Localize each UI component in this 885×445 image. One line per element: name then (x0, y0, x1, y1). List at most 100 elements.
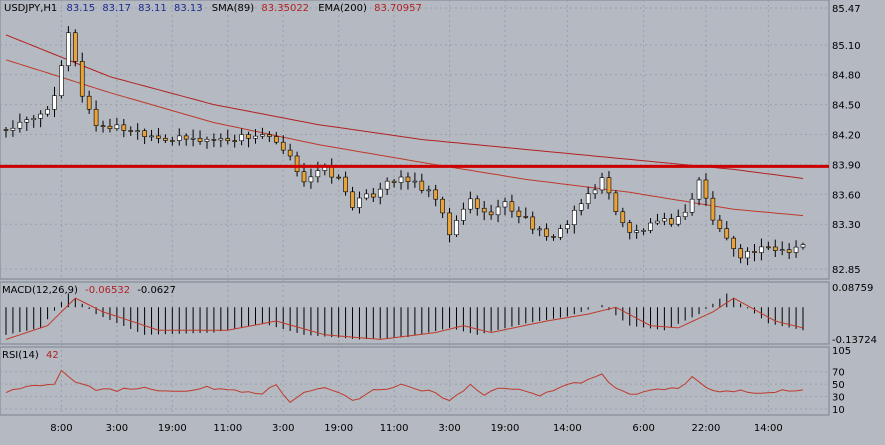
candle-body (156, 135, 161, 139)
candle-body (31, 118, 37, 120)
sma-line (5, 59, 804, 217)
candle-body (419, 180, 425, 191)
symbol-label: USDJPY,H1 (4, 3, 57, 14)
candle-body (273, 136, 279, 143)
candle-body (163, 137, 168, 141)
candle-body (696, 179, 702, 200)
candle-body (578, 203, 584, 211)
ema-value: 83.70957 (374, 3, 422, 14)
low-value: 83.11 (138, 3, 167, 14)
candle-body (759, 246, 764, 253)
candle-body (655, 220, 660, 224)
grid-lines (0, 0, 829, 415)
candle-body (308, 176, 314, 183)
candle-body (710, 197, 716, 221)
candle-body (170, 140, 175, 142)
candle-body (183, 135, 189, 140)
candle-body (468, 198, 473, 210)
price-tick-label: 83.60 (832, 190, 861, 201)
candle-body (779, 249, 785, 251)
candle-body (176, 135, 182, 141)
rsi-tick-label: 50 (832, 380, 845, 391)
candle-body (24, 119, 30, 123)
sma-label: SMA(89) (212, 3, 254, 14)
candle-body (786, 249, 792, 253)
rsi-label: RSI(14) (2, 350, 39, 361)
macd-header: MACD(12,26,9) -0.06532 -0.0627 (2, 285, 176, 296)
candle-body (745, 251, 750, 259)
x-tick-label: 14:00 (754, 423, 783, 434)
candle-body (246, 134, 251, 139)
candle-body (135, 130, 140, 132)
candle-body (571, 210, 577, 225)
candle-body (405, 176, 411, 182)
candle-body (558, 228, 563, 238)
macd-main-value: -0.06532 (85, 285, 130, 296)
axis-labels: 8:00 3:00 19:00 11:00 3:00 19:00 11:00 3:00 19:0… (50, 4, 877, 434)
close-value: 83.13 (174, 3, 203, 14)
candle-body (343, 176, 348, 193)
candle-body (530, 216, 536, 230)
candle-body (495, 206, 501, 216)
candle-body (675, 216, 681, 225)
x-tick-label: 3:00 (438, 423, 460, 434)
candle-body (121, 124, 127, 131)
macd-tick-label: 0.08759 (832, 283, 873, 294)
high-value: 83.17 (102, 3, 131, 14)
candle-body (204, 139, 210, 142)
price-tick-label: 85.47 (832, 4, 861, 15)
candle-body (641, 230, 646, 232)
x-tick-label: 19:00 (491, 423, 520, 434)
candle-body (613, 192, 619, 212)
candle-body (52, 95, 57, 110)
candle-body (10, 127, 16, 131)
candle-body (682, 211, 688, 217)
price-series (0, 26, 829, 266)
candle-body (17, 121, 23, 129)
candle-body (772, 246, 778, 251)
candle-body (86, 95, 92, 110)
candle-body (724, 228, 730, 239)
candle-body (364, 193, 369, 199)
ema-line (5, 34, 804, 179)
candle-body (114, 124, 120, 129)
candle-body (267, 134, 272, 137)
candle-body (766, 246, 771, 249)
candle-body (509, 201, 515, 212)
candle-body (38, 113, 43, 119)
candle-body (357, 197, 362, 208)
candle-body (391, 180, 397, 183)
x-tick-label: 19:00 (158, 423, 187, 434)
candle-body (190, 137, 196, 140)
candle-body (447, 212, 452, 236)
candle-body (738, 248, 743, 259)
open-value: 83.15 (66, 3, 95, 14)
candle-body (107, 125, 113, 129)
x-tick-label: 22:00 (692, 423, 721, 434)
rsi-pane (0, 346, 830, 416)
price-pane (0, 0, 830, 280)
price-tick-label: 82.85 (832, 265, 861, 276)
price-tick-label: 84.80 (832, 71, 861, 82)
candle-body (565, 224, 570, 229)
candle-body (66, 32, 71, 67)
candle-body (100, 125, 106, 127)
candle-body (350, 191, 355, 208)
candle-body (59, 65, 64, 96)
candle-body (398, 176, 404, 183)
macd-series (5, 293, 804, 340)
candle-body (620, 211, 626, 223)
candle-body (232, 140, 238, 142)
candle-body (287, 149, 293, 157)
candle-body (662, 218, 667, 222)
x-tick-label: 11:00 (213, 423, 242, 434)
price-tick-label: 85.10 (832, 41, 861, 52)
candle-body (551, 236, 556, 238)
price-tick-label: 83.90 (832, 160, 861, 171)
candle-body (412, 180, 418, 183)
rsi-series (5, 369, 804, 403)
price-tick-label: 84.50 (832, 101, 861, 112)
macd-signal-value: -0.0627 (137, 285, 176, 296)
candle-body (440, 198, 445, 214)
